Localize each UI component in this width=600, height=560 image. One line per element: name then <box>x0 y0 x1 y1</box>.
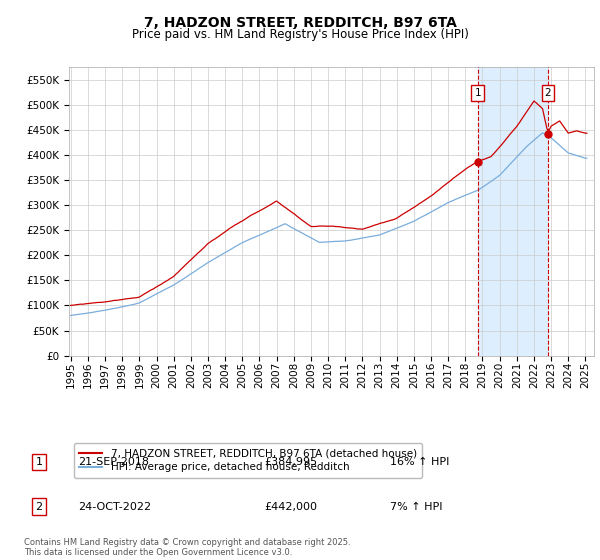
Text: 2: 2 <box>545 88 551 98</box>
Text: £384,995: £384,995 <box>264 457 317 467</box>
Text: £442,000: £442,000 <box>264 502 317 512</box>
Text: 16% ↑ HPI: 16% ↑ HPI <box>390 457 449 467</box>
Text: Contains HM Land Registry data © Crown copyright and database right 2025.
This d: Contains HM Land Registry data © Crown c… <box>24 538 350 557</box>
Text: 7, HADZON STREET, REDDITCH, B97 6TA: 7, HADZON STREET, REDDITCH, B97 6TA <box>143 16 457 30</box>
Text: 7% ↑ HPI: 7% ↑ HPI <box>390 502 443 512</box>
Bar <box>478 67 548 356</box>
Text: Price paid vs. HM Land Registry's House Price Index (HPI): Price paid vs. HM Land Registry's House … <box>131 28 469 41</box>
Text: 1: 1 <box>475 88 481 98</box>
Text: 21-SEP-2018: 21-SEP-2018 <box>78 457 149 467</box>
Text: 2: 2 <box>35 502 43 512</box>
Text: 1: 1 <box>35 457 43 467</box>
Text: 24-OCT-2022: 24-OCT-2022 <box>78 502 151 512</box>
Legend: 7, HADZON STREET, REDDITCH, B97 6TA (detached house), HPI: Average price, detach: 7, HADZON STREET, REDDITCH, B97 6TA (det… <box>74 443 422 478</box>
